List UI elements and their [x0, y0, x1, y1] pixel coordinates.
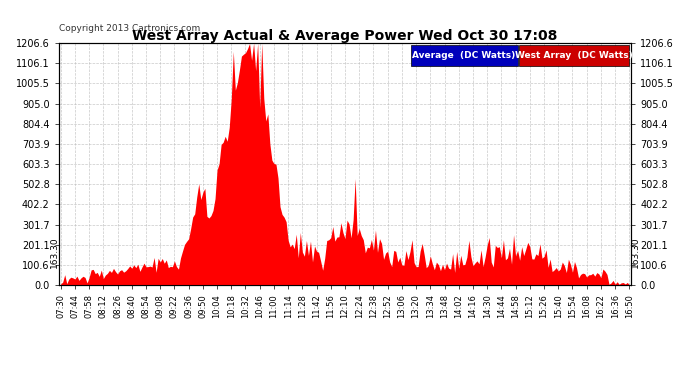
Title: West Array Actual & Average Power Wed Oct 30 17:08: West Array Actual & Average Power Wed Oc… — [132, 29, 558, 43]
Text: Average  (DC Watts): Average (DC Watts) — [413, 51, 515, 60]
Text: 163.30: 163.30 — [50, 237, 59, 268]
Text: Copyright 2013 Cartronics.com: Copyright 2013 Cartronics.com — [59, 24, 200, 33]
Text: 163.30: 163.30 — [631, 237, 640, 268]
Text: West Array  (DC Watts): West Array (DC Watts) — [515, 51, 633, 60]
